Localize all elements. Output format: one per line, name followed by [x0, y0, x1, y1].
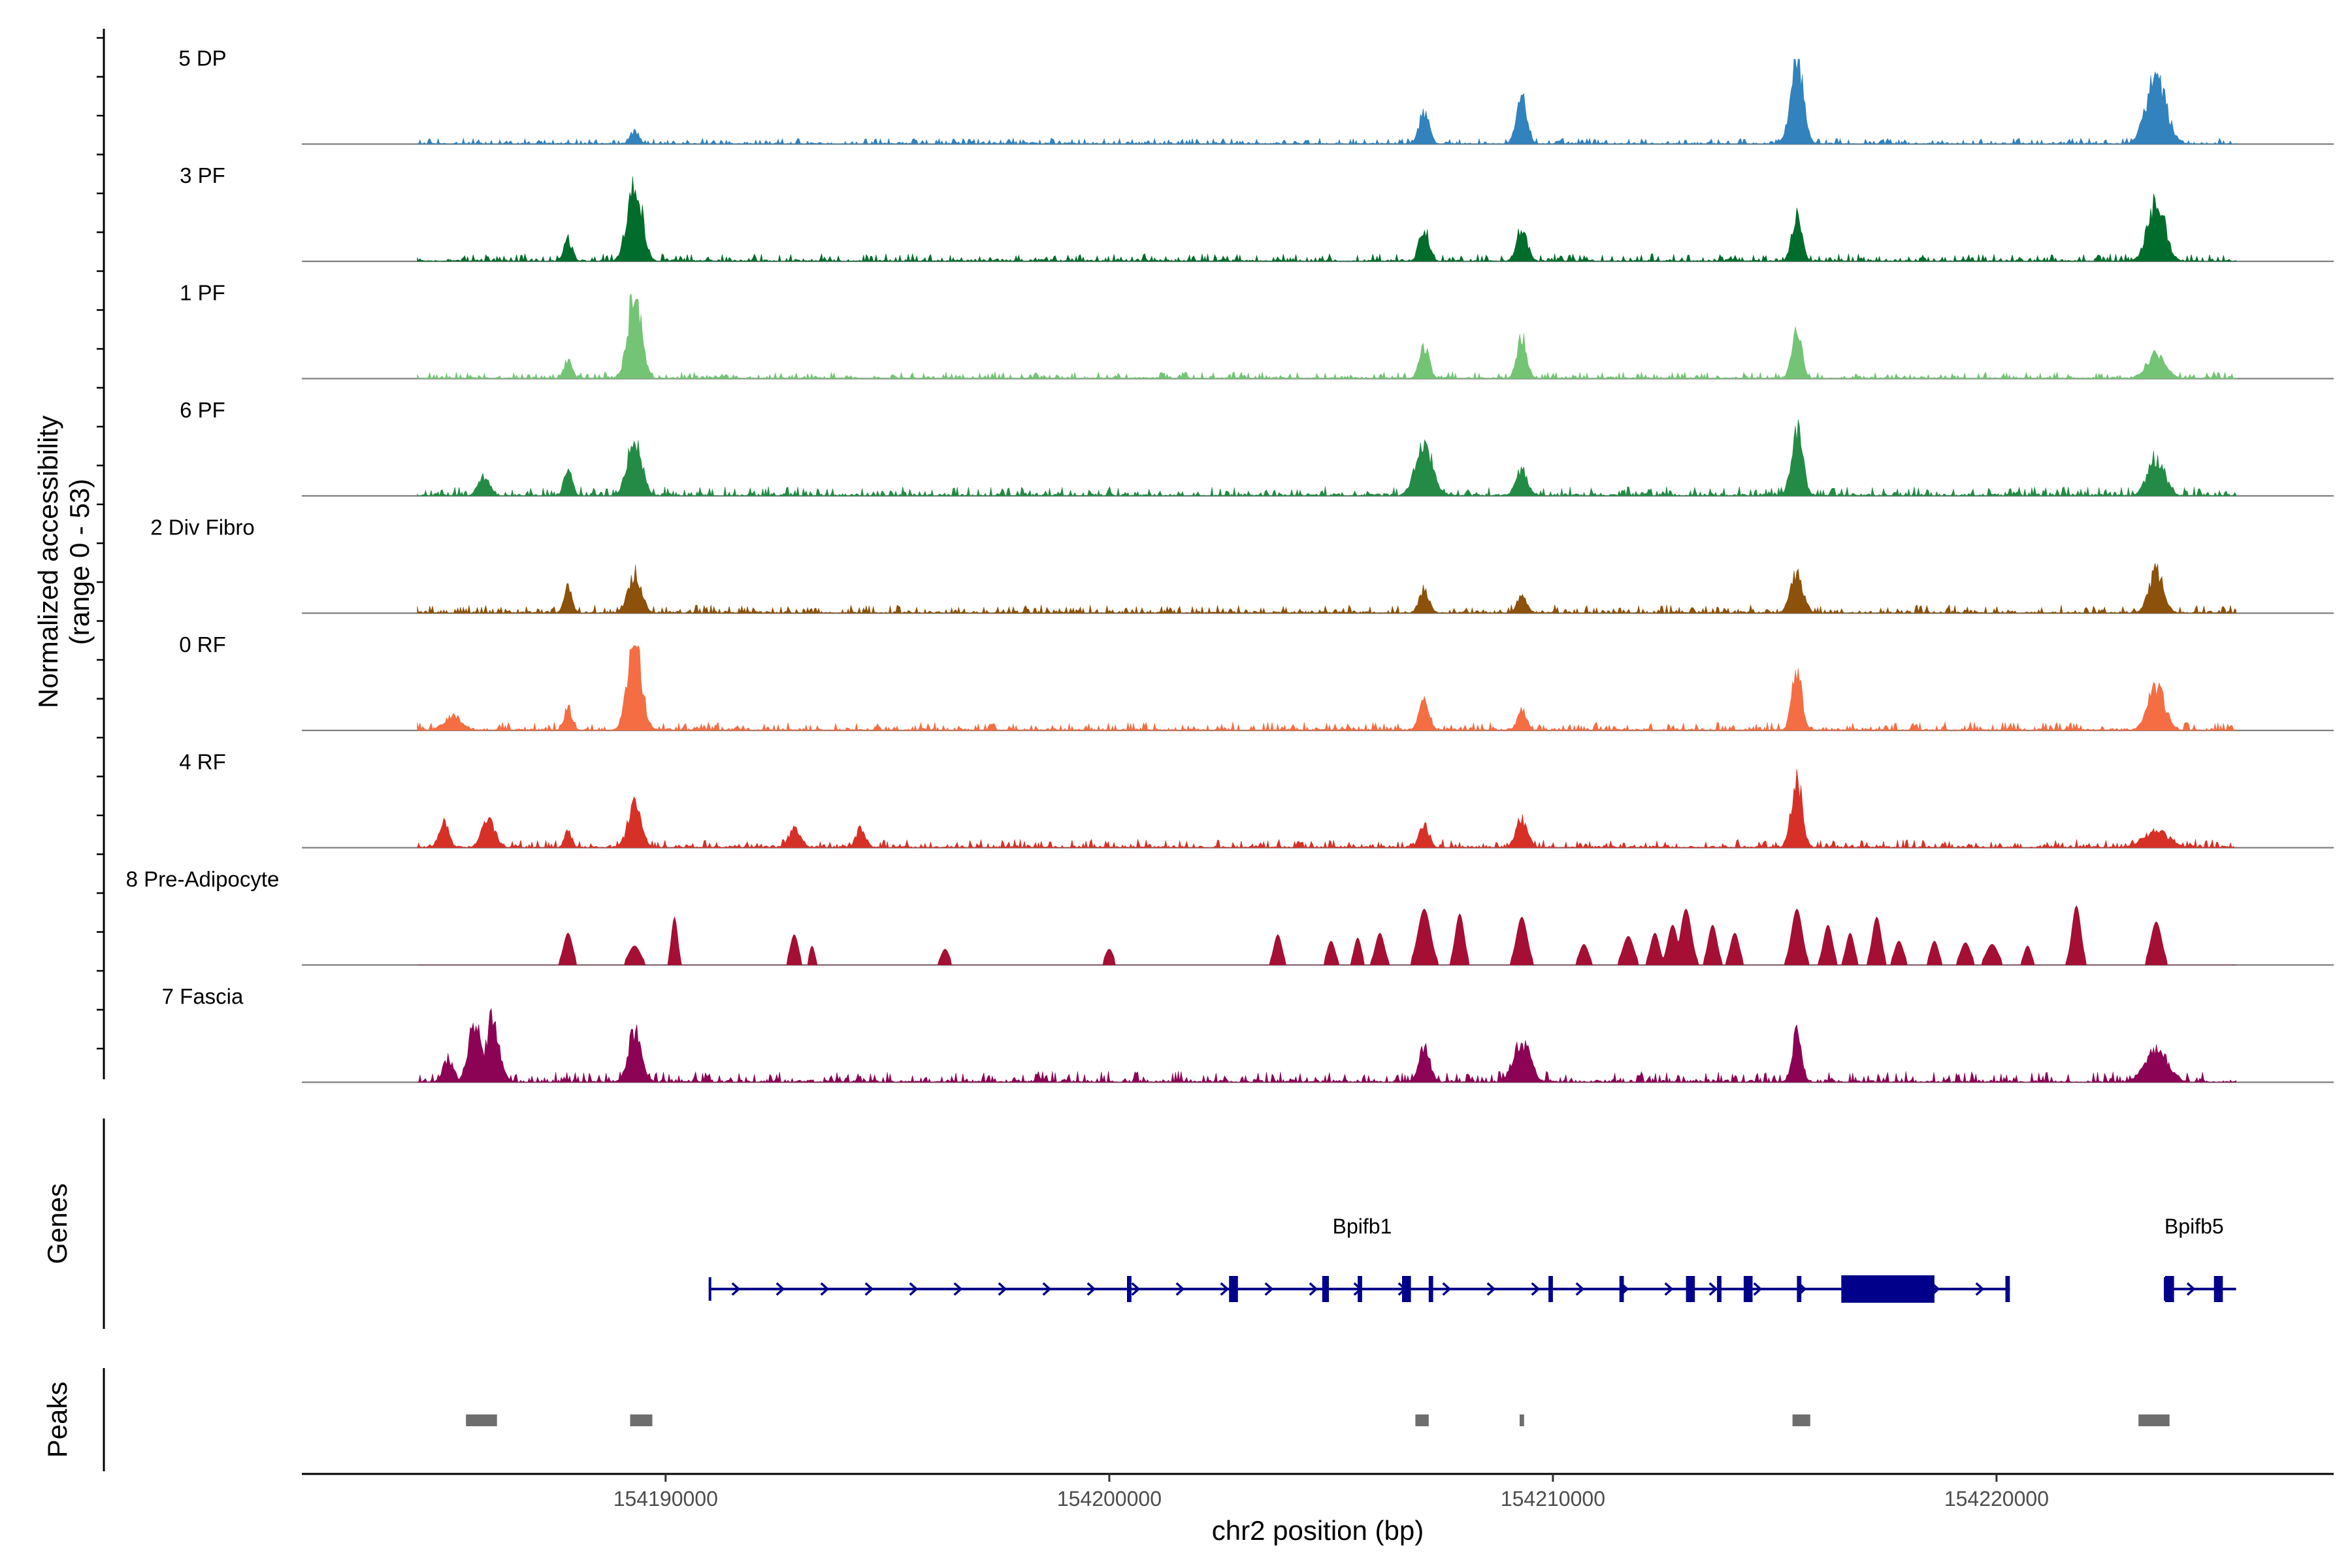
coverage-area	[417, 293, 2236, 380]
peak-region	[1792, 1414, 1810, 1426]
peak-region	[1520, 1414, 1524, 1426]
gene-exon	[1358, 1276, 1362, 1302]
gene-bpifb1: Bpifb1	[708, 1215, 2010, 1303]
x-tick-label: 154190000	[613, 1487, 718, 1511]
gene-exon	[1127, 1276, 1132, 1302]
strand-arrow	[1708, 1282, 1718, 1296]
strand-arrow	[1442, 1282, 1452, 1296]
gene-models: Bpifb1 Bpifb5	[708, 1215, 2236, 1303]
strand-arrow	[2186, 1282, 2196, 1296]
peak-region	[2138, 1414, 2170, 1426]
strand-arrow	[1220, 1282, 1230, 1296]
track-6-pf: 6 PF	[180, 398, 2334, 497]
y-axis-title: Normalized accessibility (range 0 - 53)	[33, 416, 95, 708]
strand-arrow	[909, 1282, 919, 1296]
track-label: 8 Pre-Adipocyte	[126, 867, 280, 891]
track-2-div-fibro: 2 Div Fibro	[150, 515, 2334, 614]
coverage-area	[417, 59, 2236, 145]
gene-exon	[1841, 1275, 1935, 1303]
strand-arrow	[953, 1282, 963, 1296]
coverage-area	[417, 768, 2236, 849]
gene-exon	[1428, 1276, 1433, 1302]
strand-arrow	[1086, 1282, 1096, 1296]
gene-label: Bpifb5	[2164, 1215, 2224, 1238]
gene-exon	[2165, 1276, 2174, 1302]
x-axis-ticks: 154190000 154200000 154210000 154220000	[613, 1474, 2049, 1511]
strand-arrow	[864, 1282, 874, 1296]
strand-arrow	[731, 1282, 741, 1296]
strand-arrow	[1131, 1282, 1141, 1296]
track-1-pf: 1 PF	[180, 281, 2334, 380]
peak-region	[630, 1414, 653, 1426]
x-tick-label: 154210000	[1501, 1487, 1605, 1511]
strand-arrow	[1042, 1282, 1052, 1296]
strand-arrow	[998, 1282, 1007, 1296]
peak-regions	[466, 1414, 2170, 1426]
coverage-area	[417, 176, 2236, 263]
gene-exon	[1229, 1276, 1238, 1302]
track-0-rf: 0 RF	[179, 632, 2334, 732]
strand-arrow	[1753, 1282, 1763, 1296]
peak-region	[1415, 1414, 1429, 1426]
gene-exon	[1548, 1276, 1553, 1302]
gene-label: Bpifb1	[1333, 1215, 1392, 1238]
coverage-tracks: 5 DP 3 PF 1 PF 6 PF 2 Div Fibro 0 RF 4 RF 8 Pre…	[126, 46, 2334, 1083]
track-8-pre-adipocyte: 8 Pre-Adipocyte	[126, 867, 2334, 966]
strand-arrow	[1175, 1282, 1185, 1296]
peak-region	[466, 1414, 497, 1426]
y-axis-title-line-1: Normalized accessibility	[33, 416, 63, 708]
coverage-area	[417, 419, 2236, 497]
track-label: 2 Div Fibro	[150, 515, 255, 540]
track-label: 3 PF	[180, 163, 225, 188]
track-3-pf: 3 PF	[180, 163, 2334, 263]
track-7-fascia: 7 Fascia	[162, 985, 2334, 1083]
track-label: 7 Fascia	[162, 985, 244, 1009]
track-label: 1 PF	[180, 281, 225, 305]
gene-bpifb5: Bpifb5	[2164, 1215, 2236, 1302]
track-4-rf: 4 RF	[179, 750, 2334, 849]
strand-arrow	[1264, 1282, 1274, 1296]
gene-exon	[2005, 1276, 2010, 1302]
strand-arrow	[1975, 1282, 1985, 1296]
gene-exon	[1686, 1276, 1695, 1302]
x-tick-label: 154200000	[1057, 1487, 1162, 1511]
coverage-area	[417, 645, 2236, 732]
gene-exon	[1797, 1276, 1802, 1302]
gene-exon	[1322, 1276, 1329, 1302]
coverage-area	[417, 905, 2236, 966]
strand-arrow	[1309, 1282, 1318, 1296]
strand-arrow	[1486, 1282, 1496, 1296]
strand-arrow	[1664, 1282, 1674, 1296]
track-label: 5 DP	[178, 46, 226, 71]
genes-track-label: Genes	[42, 1183, 73, 1264]
peaks-track-label: Peaks	[42, 1382, 73, 1458]
coverage-area	[417, 563, 2236, 614]
track-label: 4 RF	[179, 750, 226, 774]
y-axis-title-line-2: (range 0 - 53)	[64, 479, 95, 645]
gene-exon	[1402, 1276, 1411, 1302]
gene-exon	[2213, 1276, 2223, 1302]
strand-arrow	[1531, 1282, 1541, 1296]
gene-exon	[1619, 1276, 1624, 1302]
gene-exon	[1743, 1276, 1753, 1302]
track-5-dp: 5 DP	[178, 46, 2334, 145]
x-axis-title: chr2 position (bp)	[1212, 1515, 1424, 1546]
strand-arrow	[1575, 1282, 1585, 1296]
coverage-y-ticks	[97, 37, 104, 1050]
strand-arrow	[776, 1282, 785, 1296]
gene-exon	[1717, 1276, 1722, 1302]
x-tick-label: 154220000	[1944, 1487, 2049, 1511]
track-label: 0 RF	[179, 632, 226, 657]
track-label: 6 PF	[180, 398, 225, 422]
coverage-area	[417, 1007, 2236, 1083]
strand-arrow	[820, 1282, 830, 1296]
